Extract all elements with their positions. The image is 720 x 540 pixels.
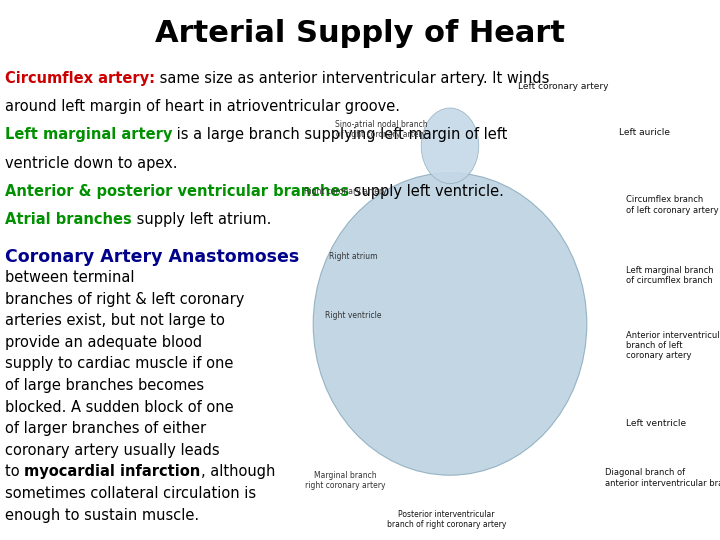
Text: supply to cardiac muscle if one: supply to cardiac muscle if one <box>5 356 233 372</box>
Ellipse shape <box>313 173 587 475</box>
Text: Circumflex artery:: Circumflex artery: <box>5 71 155 86</box>
Text: Left ventricle: Left ventricle <box>626 420 687 428</box>
Text: provide an adequate blood: provide an adequate blood <box>5 335 202 350</box>
Text: same size as anterior interventricular artery. It winds: same size as anterior interventricular a… <box>155 71 549 86</box>
Text: Marginal branch
right coronary artery: Marginal branch right coronary artery <box>305 471 386 490</box>
Text: Left auricle: Left auricle <box>619 128 670 137</box>
Text: ventricle down to apex.: ventricle down to apex. <box>5 156 178 171</box>
Text: Posterior interventricular
branch of right coronary artery: Posterior interventricular branch of rig… <box>387 510 506 529</box>
Text: Left coronary artery: Left coronary artery <box>518 82 609 91</box>
Text: arteries exist, but not large to: arteries exist, but not large to <box>5 313 225 328</box>
Text: myocardial infarction: myocardial infarction <box>24 464 201 480</box>
Text: Right coronary artery: Right coronary artery <box>305 187 387 196</box>
Text: sometimes collateral circulation is: sometimes collateral circulation is <box>5 486 256 501</box>
Text: , although: , although <box>201 464 275 480</box>
Text: supply left atrium.: supply left atrium. <box>132 212 271 227</box>
Text: blocked. A sudden block of one: blocked. A sudden block of one <box>5 400 234 415</box>
Text: Left marginal branch
of circumflex branch: Left marginal branch of circumflex branc… <box>626 266 714 285</box>
Text: of large branches becomes: of large branches becomes <box>5 378 204 393</box>
Text: Sino-atrial nodal branch
of right coronary artery: Sino-atrial nodal branch of right corona… <box>336 120 428 139</box>
Text: Circumflex branch
of left coronary artery: Circumflex branch of left coronary arter… <box>626 195 719 215</box>
Text: Anterior interventricular
branch of left
coronary artery: Anterior interventricular branch of left… <box>626 330 720 361</box>
Text: Right atrium: Right atrium <box>328 252 377 261</box>
Text: Arterial Supply of Heart: Arterial Supply of Heart <box>155 19 565 48</box>
Text: of larger branches of either: of larger branches of either <box>5 421 206 436</box>
Text: is a large branch supplying left margin of left: is a large branch supplying left margin … <box>172 127 508 143</box>
Ellipse shape <box>421 108 479 184</box>
Text: branches of right & left coronary: branches of right & left coronary <box>5 292 244 307</box>
Text: Diagonal branch of
anterior interventricular branch: Diagonal branch of anterior interventric… <box>605 468 720 488</box>
Text: around left margin of heart in atrioventricular groove.: around left margin of heart in atriovent… <box>5 99 400 114</box>
Text: supply left ventricle.: supply left ventricle. <box>349 184 504 199</box>
Text: Coronary Artery Anastomoses: Coronary Artery Anastomoses <box>5 248 300 266</box>
Text: Left marginal artery: Left marginal artery <box>5 127 172 143</box>
Text: Anterior & posterior ventricular branches: Anterior & posterior ventricular branche… <box>5 184 349 199</box>
Text: Atrial branches: Atrial branches <box>5 212 132 227</box>
Text: between terminal: between terminal <box>5 270 135 285</box>
Text: Right ventricle: Right ventricle <box>325 312 381 320</box>
Text: to: to <box>5 464 24 480</box>
Text: coronary artery usually leads: coronary artery usually leads <box>5 443 220 458</box>
Text: enough to sustain muscle.: enough to sustain muscle. <box>5 508 199 523</box>
